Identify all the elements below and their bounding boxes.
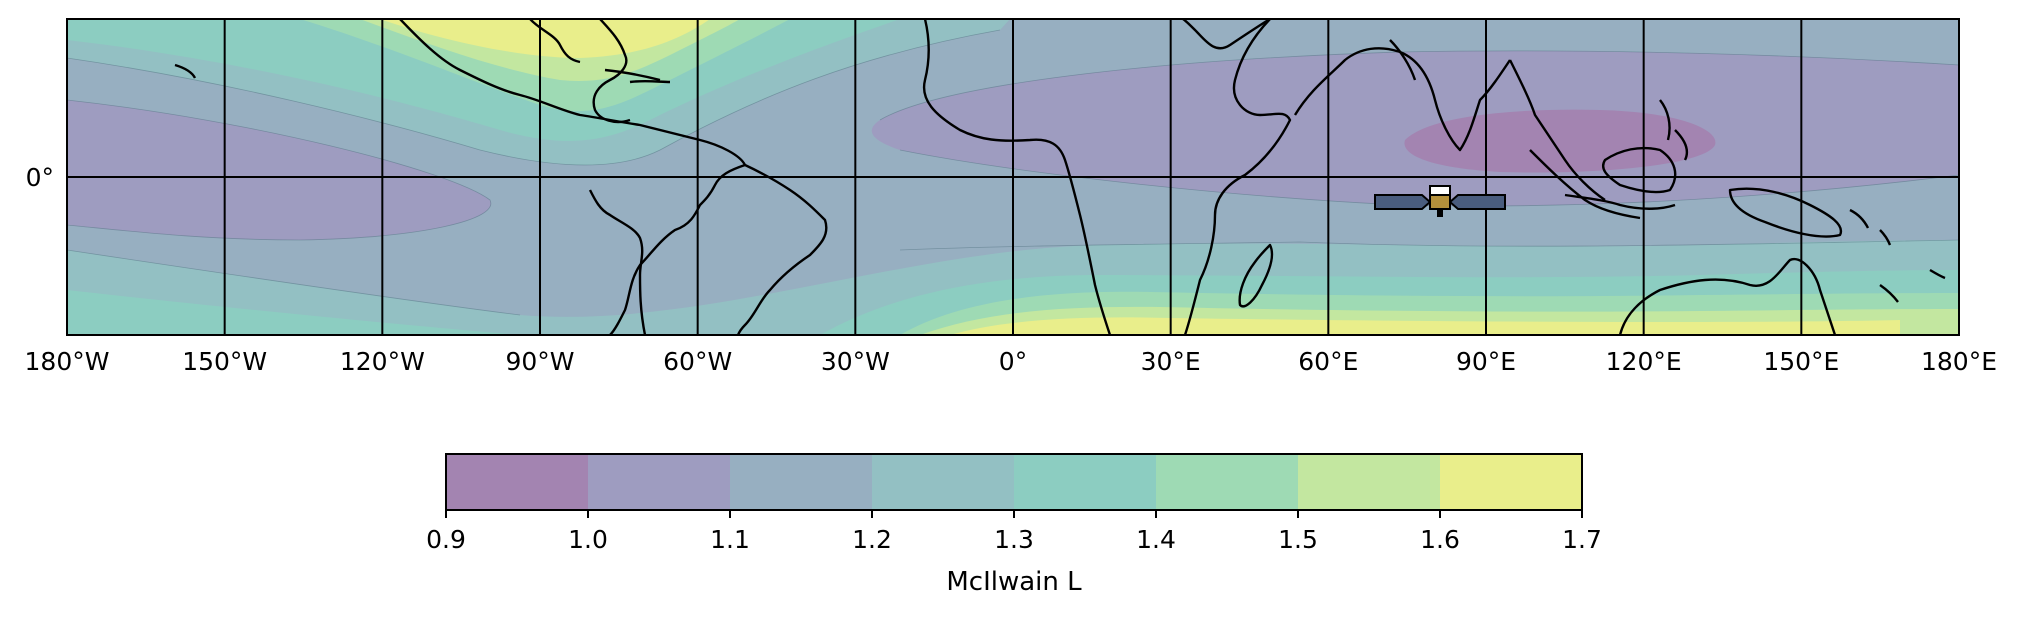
longitude-tick-label: 90°E: [1456, 347, 1516, 376]
contour-band-east-0.9-1.0: [1404, 109, 1716, 173]
colorbar-band: [1298, 454, 1440, 510]
colorbar-tick-label: 1.0: [568, 525, 608, 554]
longitude-tick-label: 60°W: [663, 347, 732, 376]
colorbar-band: [730, 454, 872, 510]
colorbar-tick-label: 1.3: [994, 525, 1034, 554]
colorbar: 0.9 1.0 1.1 1.2 1.3 1.4 1.5 1.6 1.7 McIlwain L: [426, 453, 1602, 597]
longitude-tick-label: 30°E: [1141, 347, 1201, 376]
satellite-icon: [1374, 185, 1506, 217]
colorbar-tick-label: 1.6: [1420, 525, 1460, 554]
colorbar-tick-label: 1.4: [1136, 525, 1176, 554]
map-area: [66, 18, 1960, 336]
colorbar-label: McIlwain L: [946, 567, 1082, 597]
longitude-tick-label: 180°W: [25, 347, 110, 376]
map-frame: [66, 18, 1960, 336]
longitude-tick-label: 120°E: [1606, 347, 1682, 376]
longitude-tick-label: 0°: [999, 347, 1027, 376]
longitude-tick-label: 60°E: [1298, 347, 1358, 376]
colorbar-tick-label: 1.2: [852, 525, 892, 554]
longitude-tick-label: 30°W: [821, 347, 890, 376]
contour-band-north-1.6-1.7: [380, 19, 710, 58]
contour-band-east-1.0-1.1: [871, 50, 1959, 206]
longitude-tick-label: 150°W: [182, 347, 267, 376]
colorbar-bands: [446, 454, 1582, 510]
colorbar-band: [1156, 454, 1298, 510]
contour-band-west-1.0-1.1: [67, 100, 491, 240]
longitude-tick-label: 120°W: [340, 347, 425, 376]
longitude-tick-labels: 180°W 150°W 120°W 90°W 60°W 30°W 0° 30°E 60°E 90°…: [25, 347, 1997, 376]
latitude-tick-label: 0°: [26, 163, 54, 192]
coastlines: [174, 19, 1946, 335]
colorbar-band: [872, 454, 1014, 510]
colorbar-tick-label: 1.5: [1278, 525, 1318, 554]
colorbar-band: [446, 454, 588, 510]
colorbar-ticks: 0.9 1.0 1.1 1.2 1.3 1.4 1.5 1.6 1.7: [426, 510, 1602, 554]
longitude-tick-label: 180°E: [1921, 347, 1997, 376]
colorbar-band: [1014, 454, 1156, 510]
latitude-tick-labels: 0°: [26, 163, 54, 192]
colorbar-tick-label: 1.1: [710, 525, 750, 554]
longitude-tick-label: 90°W: [505, 347, 574, 376]
gridlines: [67, 19, 1959, 335]
colorbar-band: [1440, 454, 1582, 510]
colorbar-tick-label: 1.7: [1562, 525, 1602, 554]
longitude-tick-label: 150°E: [1763, 347, 1839, 376]
colorbar-band: [588, 454, 730, 510]
colorbar-tick-label: 0.9: [426, 525, 466, 554]
